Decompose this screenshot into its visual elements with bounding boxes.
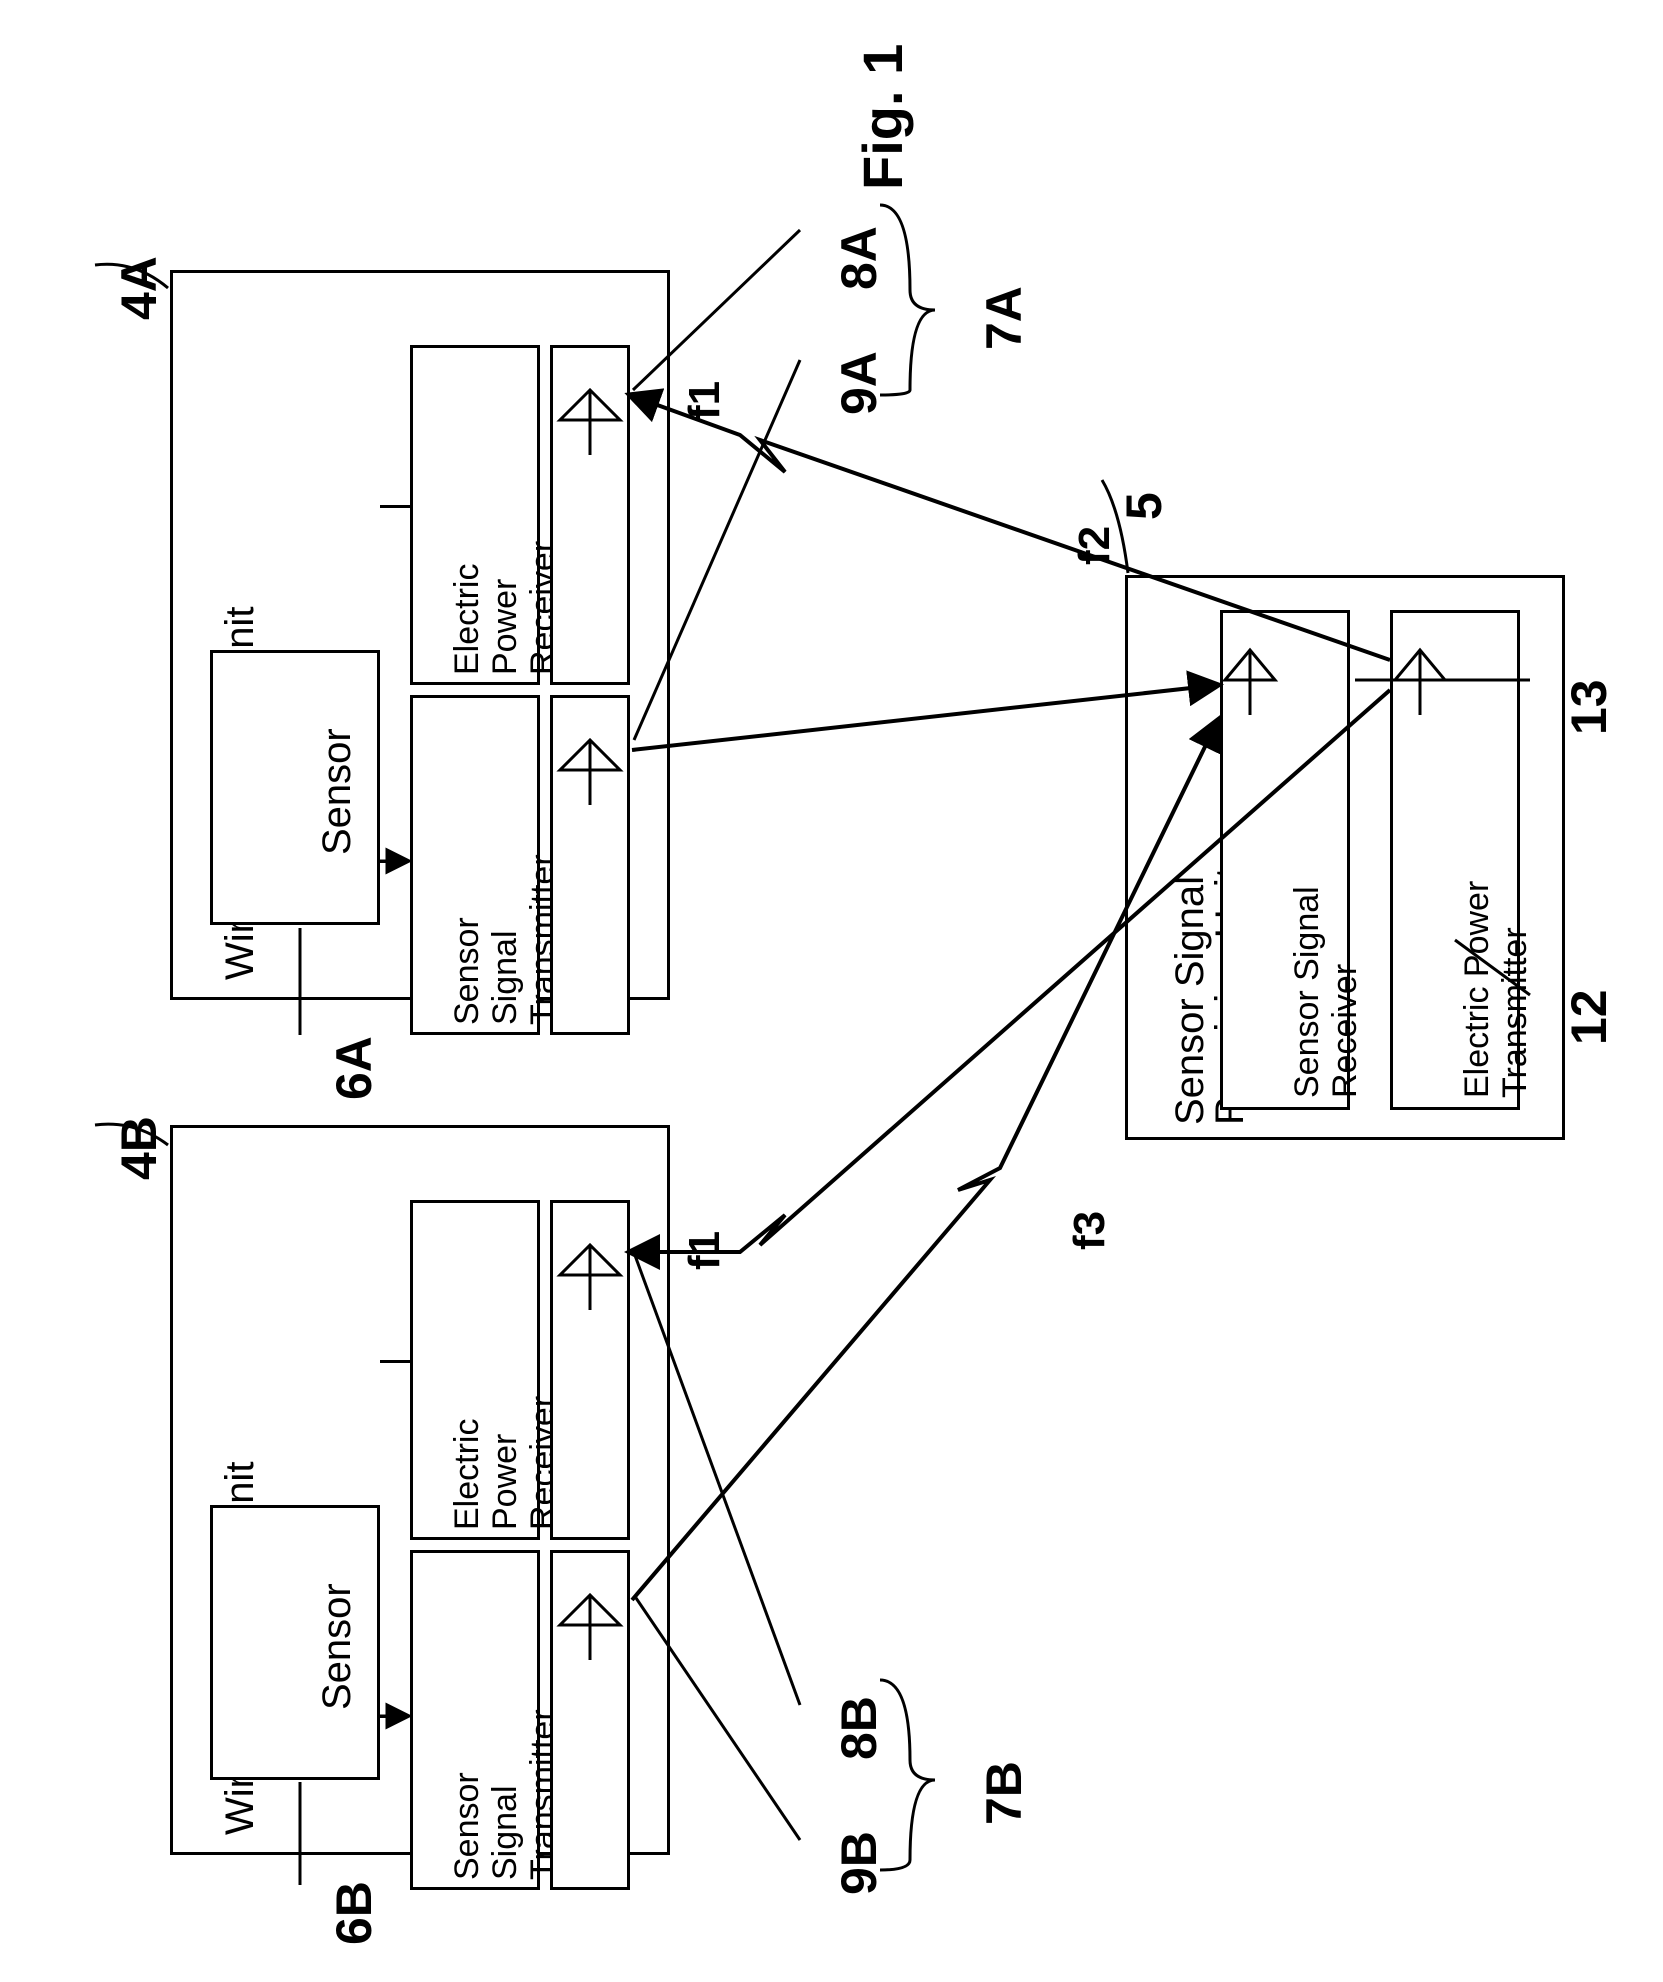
ref-4a: 4A: [110, 256, 168, 320]
ref-9b: 9B: [830, 1831, 888, 1895]
connector: [380, 505, 410, 508]
signal-transmitter-b-l1: Sensor: [450, 1772, 486, 1880]
power-receiver-b-l1: Electric: [450, 1419, 486, 1530]
connector: [380, 1715, 398, 1718]
ref-13: 13: [1560, 679, 1618, 735]
ref-9a: 9A: [830, 351, 888, 415]
ref-6a: 6A: [325, 1036, 383, 1100]
antenna-signal-b: [550, 1550, 630, 1890]
ref-8a: 8A: [830, 226, 888, 290]
ref-7a: 7A: [975, 286, 1033, 350]
antenna-power-b: [550, 1200, 630, 1540]
connector: [380, 1360, 410, 1363]
sensor-signal-receiver-l2: Receiver: [1328, 964, 1364, 1098]
receiver-title-l1: Sensor Signal: [1168, 876, 1212, 1125]
freq-a-f2: f2: [1070, 526, 1120, 565]
signal-transmitter-a-l1: Sensor: [450, 917, 486, 1025]
connector: [380, 860, 398, 863]
figure-title: Fig. 1: [850, 44, 915, 190]
antenna-power-a: [550, 345, 630, 685]
power-receiver-b-l2: Power: [488, 1434, 524, 1530]
power-receiver-a-l1: Electric: [450, 564, 486, 675]
diagram-canvas: Fig. 1 Wireless Sensor Unit Sensor Elect…: [40, 40, 1623, 1942]
ref-8b: 8B: [830, 1696, 888, 1760]
sensor-a-label: Sensor: [315, 728, 359, 855]
ref-6b: 6B: [325, 1881, 383, 1945]
signal-transmitter-b-l2: Signal: [488, 1785, 524, 1880]
power-receiver-a-l2: Power: [488, 579, 524, 675]
ref-12: 12: [1560, 989, 1618, 1045]
freq-a-f1: f1: [680, 381, 730, 420]
ref-7b: 7B: [975, 1761, 1033, 1825]
sensor-b-label: Sensor: [315, 1583, 359, 1710]
antenna-signal-a: [550, 695, 630, 1035]
freq-b-f3: f3: [1065, 1211, 1115, 1250]
electric-power-transmitter-l1: Electric Power: [1460, 881, 1496, 1098]
electric-power-transmitter-l2: Transmitter: [1498, 927, 1534, 1098]
freq-b-f1: f1: [680, 1231, 730, 1270]
ref-4b: 4B: [110, 1116, 168, 1180]
sensor-signal-receiver-l1: Sensor Signal: [1290, 886, 1326, 1098]
signal-transmitter-a-l2: Signal: [488, 930, 524, 1025]
ref-5: 5: [1115, 492, 1173, 520]
